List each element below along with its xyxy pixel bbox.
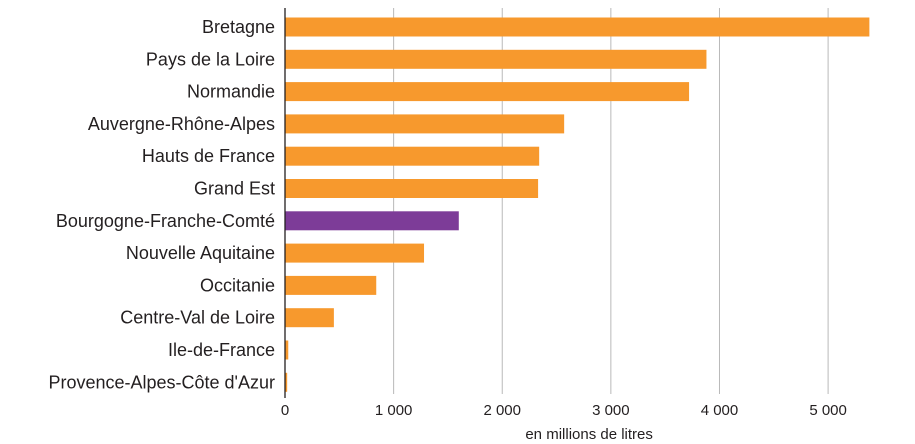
bar-8 [285,275,377,295]
x-tick-label-4: 4 000 [701,402,739,419]
x-tick-label-0: 0 [281,402,289,419]
bar-7 [285,243,425,263]
category-label-1: Pays de la Loire [146,49,275,69]
bar-9 [285,308,334,328]
bar-3 [285,114,565,134]
category-label-4: Hauts de France [142,146,275,166]
bar-0 [285,17,870,37]
category-label-2: Normandie [187,82,275,102]
category-label-11: Provence-Alpes-Côte d'Azur [48,372,275,392]
bar-10 [285,340,289,360]
bar-6 [285,211,459,231]
category-label-0: Bretagne [202,17,275,37]
bar-11 [285,372,288,392]
bar-1 [285,49,707,69]
x-tick-label-2: 2 000 [483,402,521,419]
category-label-5: Grand Est [194,179,275,199]
category-label-3: Auvergne-Rhône-Alpes [88,114,275,134]
category-labels: Bretagne Pays de la Loire Normandie Auvergn… [48,17,275,392]
x-tick-label-1: 1 000 [375,402,413,419]
category-label-7: Nouvelle Aquitaine [126,243,275,263]
category-label-9: Centre-Val de Loire [120,308,275,328]
x-tick-label-3: 3 000 [592,402,630,419]
x-tick-label-5: 5 000 [809,402,847,419]
bar-2 [285,82,690,102]
x-tick-labels: 0 1 000 2 000 3 000 4 000 5 000 [281,402,847,419]
category-label-6: Bourgogne-Franche-Comté [56,211,275,231]
category-label-10: Ile-de-France [168,340,275,360]
bar-4 [285,146,540,166]
bar-5 [285,179,539,198]
category-label-8: Occitanie [200,275,275,295]
grid-lines [393,8,829,394]
bars [285,17,870,392]
x-axis-title: en millions de litres [525,426,653,443]
